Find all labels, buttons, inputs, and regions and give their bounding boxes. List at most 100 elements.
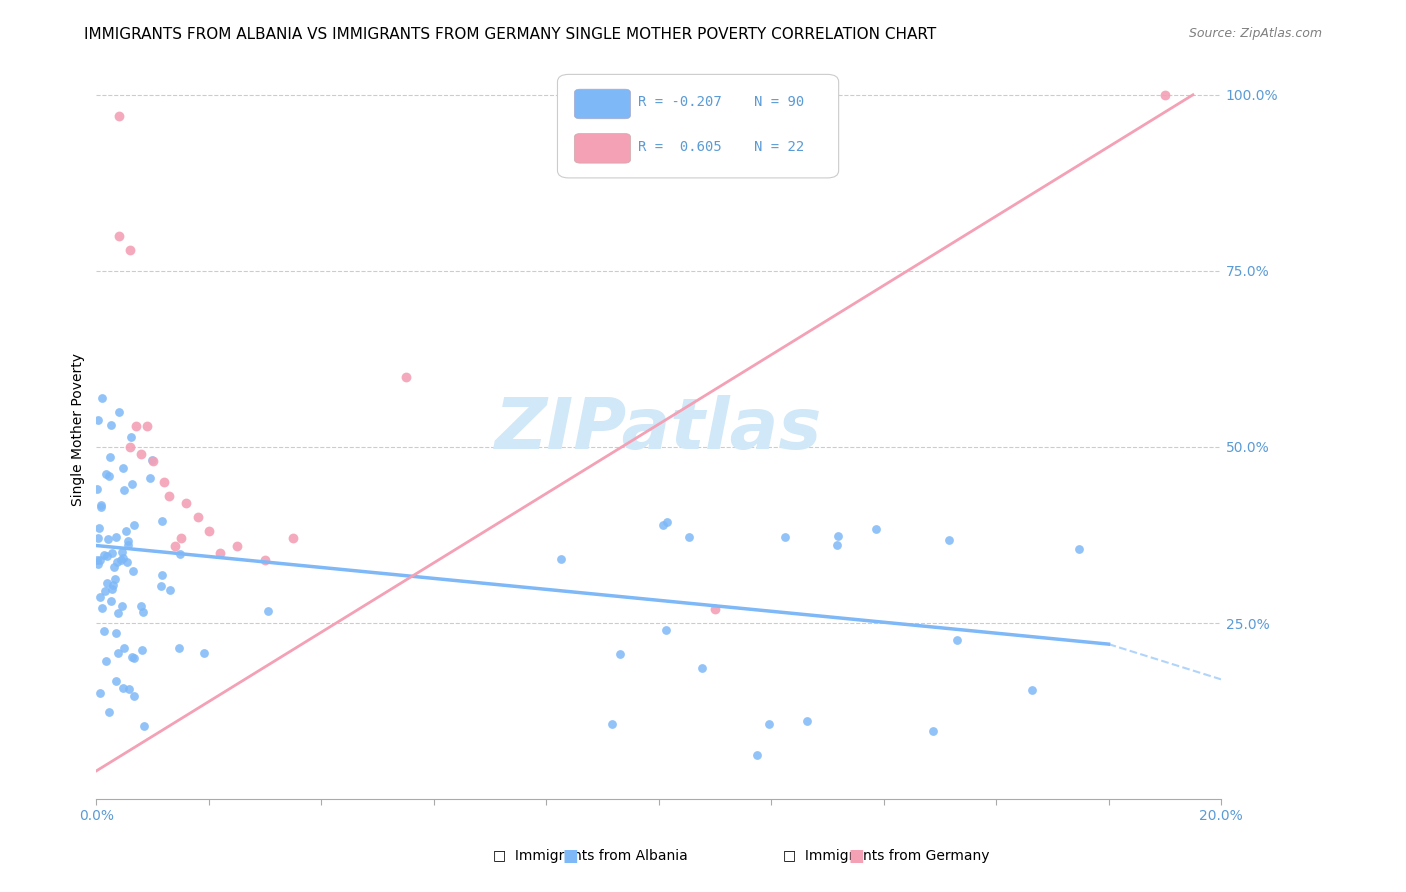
Point [125, 418, 148, 433]
Text: ZIPatlas: ZIPatlas [495, 395, 823, 464]
Point [703, 602, 725, 616]
Text: ■: ■ [848, 847, 865, 865]
Point [115, 524, 138, 538]
Point [132, 719, 155, 733]
Point [131, 447, 153, 461]
Point [254, 552, 277, 566]
Point [758, 717, 780, 731]
Point [108, 109, 131, 123]
Point [104, 673, 127, 688]
Point [115, 555, 138, 569]
Point [120, 440, 142, 454]
Point [150, 514, 173, 528]
Point [112, 640, 135, 655]
Point [111, 545, 134, 559]
Point [159, 489, 181, 503]
Point [136, 418, 159, 433]
Point [105, 555, 128, 569]
Point [87, 413, 110, 427]
Point [132, 605, 155, 619]
Point [773, 530, 796, 544]
Point [100, 418, 122, 433]
Point [87, 532, 110, 546]
Point [1021, 682, 1043, 697]
Point [105, 625, 128, 640]
Point [111, 599, 134, 613]
Point [97, 532, 120, 546]
Point [946, 632, 969, 647]
FancyBboxPatch shape [574, 134, 630, 163]
Point [257, 604, 280, 618]
Text: Source: ZipAtlas.com: Source: ZipAtlas.com [1188, 27, 1322, 40]
Point [94, 467, 117, 481]
Point [395, 369, 418, 384]
Point [139, 471, 162, 485]
Point [89, 686, 111, 700]
Point [93, 624, 115, 639]
Point [153, 475, 176, 490]
Point [111, 551, 134, 566]
Point [745, 747, 768, 762]
Point [104, 573, 127, 587]
Point [94, 583, 117, 598]
Point [98, 450, 121, 465]
Text: N = 90: N = 90 [754, 95, 804, 110]
Point [103, 560, 125, 574]
Point [117, 534, 139, 549]
Point [111, 460, 134, 475]
Point [129, 599, 152, 613]
Point [120, 243, 142, 257]
Text: IMMIGRANTS FROM ALBANIA VS IMMIGRANTS FROM GERMANY SINGLE MOTHER POVERTY CORRELA: IMMIGRANTS FROM ALBANIA VS IMMIGRANTS FR… [84, 27, 936, 42]
Point [118, 681, 141, 696]
Point [1153, 87, 1175, 102]
Point [86, 482, 108, 496]
Point [142, 454, 165, 468]
Point [657, 515, 679, 529]
Text: N = 22: N = 22 [754, 140, 804, 153]
Point [226, 539, 249, 553]
Point [108, 228, 131, 243]
Point [107, 646, 129, 660]
Point [110, 553, 132, 567]
Point [96, 576, 118, 591]
Point [105, 530, 128, 544]
Point [165, 539, 187, 553]
Point [90, 601, 112, 615]
Point [827, 529, 849, 543]
Point [93, 548, 115, 562]
Point [97, 468, 120, 483]
Point [825, 538, 848, 552]
Point [122, 689, 145, 703]
Point [283, 532, 305, 546]
Point [87, 557, 110, 571]
Text: R =  0.605: R = 0.605 [638, 140, 723, 153]
Point [655, 624, 678, 638]
Point [169, 547, 191, 561]
Point [865, 522, 887, 536]
Point [1067, 541, 1090, 556]
Text: □  Immigrants from Germany: □ Immigrants from Germany [783, 849, 988, 863]
Point [101, 578, 124, 592]
Point [94, 654, 117, 668]
FancyBboxPatch shape [557, 74, 838, 178]
Point [122, 517, 145, 532]
Point [89, 590, 111, 604]
Point [169, 640, 191, 655]
Point [90, 500, 112, 515]
Point [651, 518, 673, 533]
Point [796, 714, 818, 728]
Y-axis label: Single Mother Poverty: Single Mother Poverty [72, 353, 86, 506]
Point [101, 546, 124, 560]
Point [89, 521, 111, 535]
Point [120, 430, 142, 444]
Point [550, 552, 572, 566]
FancyBboxPatch shape [574, 89, 630, 119]
Point [938, 533, 960, 547]
Point [678, 529, 700, 543]
Point [193, 646, 215, 660]
Point [187, 510, 209, 524]
Point [86, 553, 108, 567]
Text: R = -0.207: R = -0.207 [638, 95, 723, 110]
Point [124, 650, 146, 665]
Point [107, 606, 129, 620]
